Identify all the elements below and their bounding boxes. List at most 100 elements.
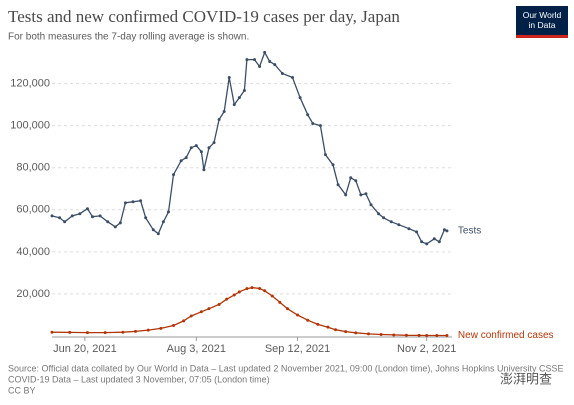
- series-point: [189, 146, 193, 150]
- series-point: [207, 307, 211, 311]
- logo: Our World in Data: [522, 10, 562, 30]
- series-point: [123, 201, 127, 205]
- series-point: [151, 228, 155, 232]
- series-point: [392, 333, 396, 337]
- logo-text: Our World in Data: [522, 10, 562, 30]
- y-tick-label: 80,000: [16, 162, 50, 174]
- series-point: [113, 225, 117, 229]
- series-point: [425, 333, 429, 337]
- series-point: [354, 179, 358, 183]
- series-point: [68, 330, 72, 334]
- series-point: [91, 215, 95, 219]
- y-tick-label: 60,000: [16, 204, 50, 216]
- series-point: [389, 220, 393, 224]
- series-point: [146, 328, 150, 332]
- series-point: [212, 141, 216, 145]
- series-point: [420, 240, 424, 244]
- series-point: [273, 63, 277, 67]
- series-point: [225, 297, 229, 301]
- series-point: [437, 240, 441, 244]
- series-point: [445, 333, 449, 337]
- series-point: [172, 323, 176, 327]
- series-point: [298, 96, 302, 100]
- series-point: [382, 216, 386, 220]
- y-tick-label: 100,000: [10, 120, 50, 132]
- watermark: 澎湃明查: [500, 371, 552, 386]
- series-point: [397, 223, 401, 227]
- series-point: [445, 229, 449, 233]
- y-tick-label: 20,000: [16, 288, 50, 300]
- y-tick-label: 120,000: [10, 77, 50, 89]
- series-point: [50, 214, 54, 218]
- series-point: [316, 322, 320, 326]
- series-point: [222, 110, 226, 114]
- x-tick-label: Jun 20, 2021: [53, 343, 117, 355]
- series-label: Tests: [458, 225, 481, 236]
- x-tick-label: Aug 3, 2021: [167, 343, 226, 355]
- series-point: [85, 331, 89, 335]
- x-tick-label: Sep 12, 2021: [265, 343, 330, 355]
- series-point: [311, 122, 315, 126]
- series-point: [156, 232, 160, 236]
- series-point: [344, 193, 348, 197]
- series-point: [250, 286, 254, 290]
- series-point: [121, 330, 125, 334]
- series-point: [285, 307, 289, 311]
- series-point: [291, 75, 295, 79]
- series-point: [326, 325, 330, 329]
- series-point: [417, 333, 421, 337]
- series-point: [354, 331, 358, 335]
- series-point: [280, 71, 284, 75]
- series-point: [217, 302, 221, 306]
- series-point: [268, 59, 272, 63]
- series-point: [306, 318, 310, 322]
- series-point: [263, 50, 267, 54]
- series-point: [232, 293, 236, 297]
- series-point: [263, 289, 267, 293]
- series-point: [369, 203, 373, 207]
- series-point: [323, 153, 327, 157]
- series-point: [404, 333, 408, 337]
- source-line: COVID-19 Data – Last updated 3 November,…: [8, 374, 270, 384]
- series-point: [50, 330, 54, 334]
- series-point: [245, 287, 249, 291]
- logo-box: [516, 6, 568, 38]
- y-tick-label: 40,000: [16, 246, 50, 258]
- chart-subtitle: For both measures the 7-day rolling aver…: [8, 32, 249, 43]
- series-point: [258, 286, 262, 290]
- series-point: [237, 96, 241, 100]
- series-point: [98, 214, 102, 218]
- series-point: [63, 220, 67, 224]
- chart-title: Tests and new confirmed COVID-19 cases p…: [8, 7, 400, 26]
- series-point: [106, 220, 110, 224]
- series-point: [432, 237, 436, 241]
- series-point: [306, 113, 310, 117]
- series-point: [131, 200, 135, 204]
- series-point: [159, 326, 163, 330]
- series-point: [166, 210, 170, 214]
- series-point: [296, 313, 300, 317]
- series-point: [270, 294, 274, 298]
- series-point: [359, 193, 363, 197]
- series-point: [331, 163, 335, 167]
- series-point: [379, 333, 383, 337]
- series-point: [227, 75, 231, 79]
- logo-stripe: [516, 35, 568, 38]
- series-point: [134, 329, 138, 333]
- series-point: [217, 118, 221, 122]
- series-point: [278, 300, 282, 304]
- series-label: New confirmed cases: [458, 330, 554, 341]
- series-point: [199, 150, 203, 154]
- series-point: [245, 58, 249, 62]
- series-point: [118, 221, 122, 225]
- series-point: [442, 228, 446, 232]
- series-point: [189, 314, 193, 318]
- series-point: [415, 230, 419, 234]
- series-point: [232, 103, 236, 107]
- series-point: [336, 183, 340, 187]
- series-point: [172, 173, 176, 177]
- series-point: [425, 242, 429, 246]
- series-point: [407, 227, 411, 231]
- series-point: [202, 168, 206, 172]
